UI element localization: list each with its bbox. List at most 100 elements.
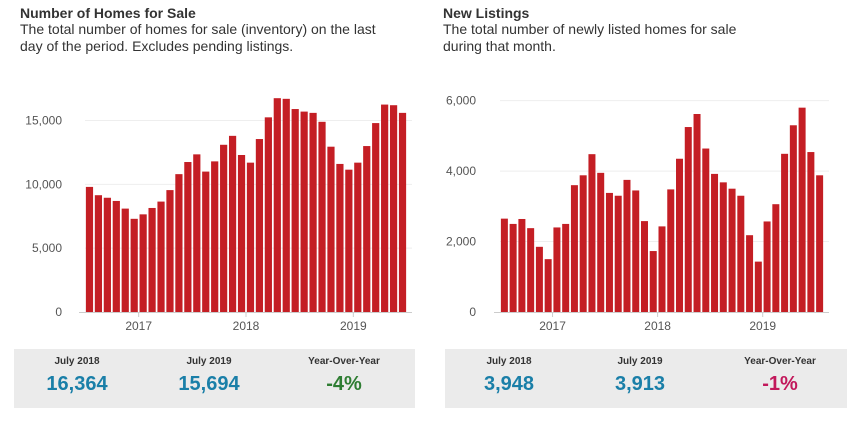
bar (309, 112, 317, 312)
bar (754, 261, 762, 312)
bar (345, 169, 353, 312)
bar (121, 208, 129, 312)
bar (676, 158, 684, 312)
bar (605, 192, 613, 312)
bar (94, 195, 103, 312)
bar (139, 214, 147, 312)
bar (789, 125, 797, 313)
bar (614, 195, 622, 312)
y-tick-label: 15,000 (25, 114, 62, 128)
bar (728, 188, 736, 312)
stats-bar: July 2018 16,364 July 2019 15,694 Year-O… (14, 349, 415, 408)
bar (228, 135, 237, 312)
bar (509, 223, 517, 312)
y-tick-label: 5,000 (32, 241, 62, 255)
bar (527, 228, 535, 312)
bar (535, 246, 543, 312)
stat-value-yoy: -4% (326, 373, 362, 395)
bar (746, 235, 754, 312)
bar (273, 98, 281, 312)
stat-label-july-2018: July 2018 (54, 356, 100, 367)
bar (264, 117, 272, 313)
bar (398, 112, 407, 312)
bar (684, 127, 692, 313)
bar (103, 197, 111, 312)
y-tick-label: 6,000 (446, 94, 476, 108)
bar (640, 221, 648, 312)
bar (130, 218, 138, 312)
bar (202, 171, 210, 312)
bar (157, 201, 165, 312)
bar (381, 104, 389, 312)
bar (553, 227, 561, 312)
homes-for-sale-chart: 0 5,000 10,000 15,000 2017 2018 2019 (25, 98, 412, 333)
chart-subtitle: The total number of homes for sale (inve… (20, 21, 376, 54)
bar (632, 190, 640, 312)
bar (623, 179, 631, 312)
bar (327, 146, 335, 312)
bar (693, 114, 701, 312)
stat-value-july-2018: 16,364 (46, 373, 108, 395)
stats-bar: July 2018 3,948 July 2019 3,913 Year-Ove… (445, 349, 847, 408)
stat-value-yoy: -1% (762, 373, 798, 395)
bar (570, 185, 578, 312)
y-tick-label: 4,000 (446, 164, 476, 178)
y-tick-label: 0 (55, 305, 62, 319)
stat-label-july-2018: July 2018 (486, 356, 532, 367)
bar (291, 109, 299, 313)
bar (220, 144, 228, 312)
chart-title: New Listings (443, 5, 530, 21)
y-tick-label: 0 (469, 305, 476, 319)
bar (184, 162, 192, 312)
bar (798, 107, 806, 313)
bar (211, 161, 219, 312)
bar (579, 175, 587, 312)
y-tick-label: 10,000 (25, 177, 62, 191)
bar (658, 226, 666, 312)
bar (544, 259, 552, 312)
x-tick-label: 2018 (233, 319, 260, 333)
bar (175, 174, 183, 312)
bar (354, 162, 362, 312)
bar (597, 172, 605, 312)
bar (255, 139, 264, 312)
bar (166, 190, 174, 312)
chart-title: Number of Homes for Sale (20, 5, 196, 21)
stat-label-july-2019: July 2019 (186, 356, 232, 367)
stat-value-july-2019: 15,694 (178, 373, 240, 395)
bar (237, 154, 246, 312)
bar (85, 186, 94, 312)
bar (193, 154, 201, 312)
bar (702, 148, 710, 312)
bar (148, 207, 156, 312)
chart-subtitle: The total number of newly listed homes f… (443, 21, 737, 54)
bar (649, 251, 657, 312)
bar (772, 204, 780, 312)
x-tick-label: 2018 (644, 319, 671, 333)
bar (719, 182, 727, 312)
y-tick-label: 2,000 (446, 235, 476, 249)
bar (246, 162, 255, 312)
bar (711, 173, 719, 312)
bar (372, 123, 380, 312)
bar (336, 163, 344, 312)
bar (363, 146, 371, 312)
bar (763, 221, 771, 312)
x-tick-label: 2019 (340, 319, 367, 333)
bar (781, 153, 789, 312)
bar (112, 200, 120, 312)
bar (807, 152, 815, 312)
bar (500, 218, 508, 312)
x-tick-label: 2019 (749, 319, 776, 333)
stat-label-yoy: Year-Over-Year (744, 356, 816, 367)
stat-label-yoy: Year-Over-Year (308, 356, 380, 367)
stat-value-july-2019: 3,913 (614, 373, 666, 395)
bar (816, 175, 824, 312)
bar (562, 223, 570, 312)
stat-value-july-2018: 3,948 (483, 373, 535, 395)
bar (300, 111, 308, 312)
stat-label-july-2019: July 2019 (617, 356, 663, 367)
bar (588, 154, 596, 312)
bar (737, 195, 745, 312)
bar (318, 121, 326, 313)
